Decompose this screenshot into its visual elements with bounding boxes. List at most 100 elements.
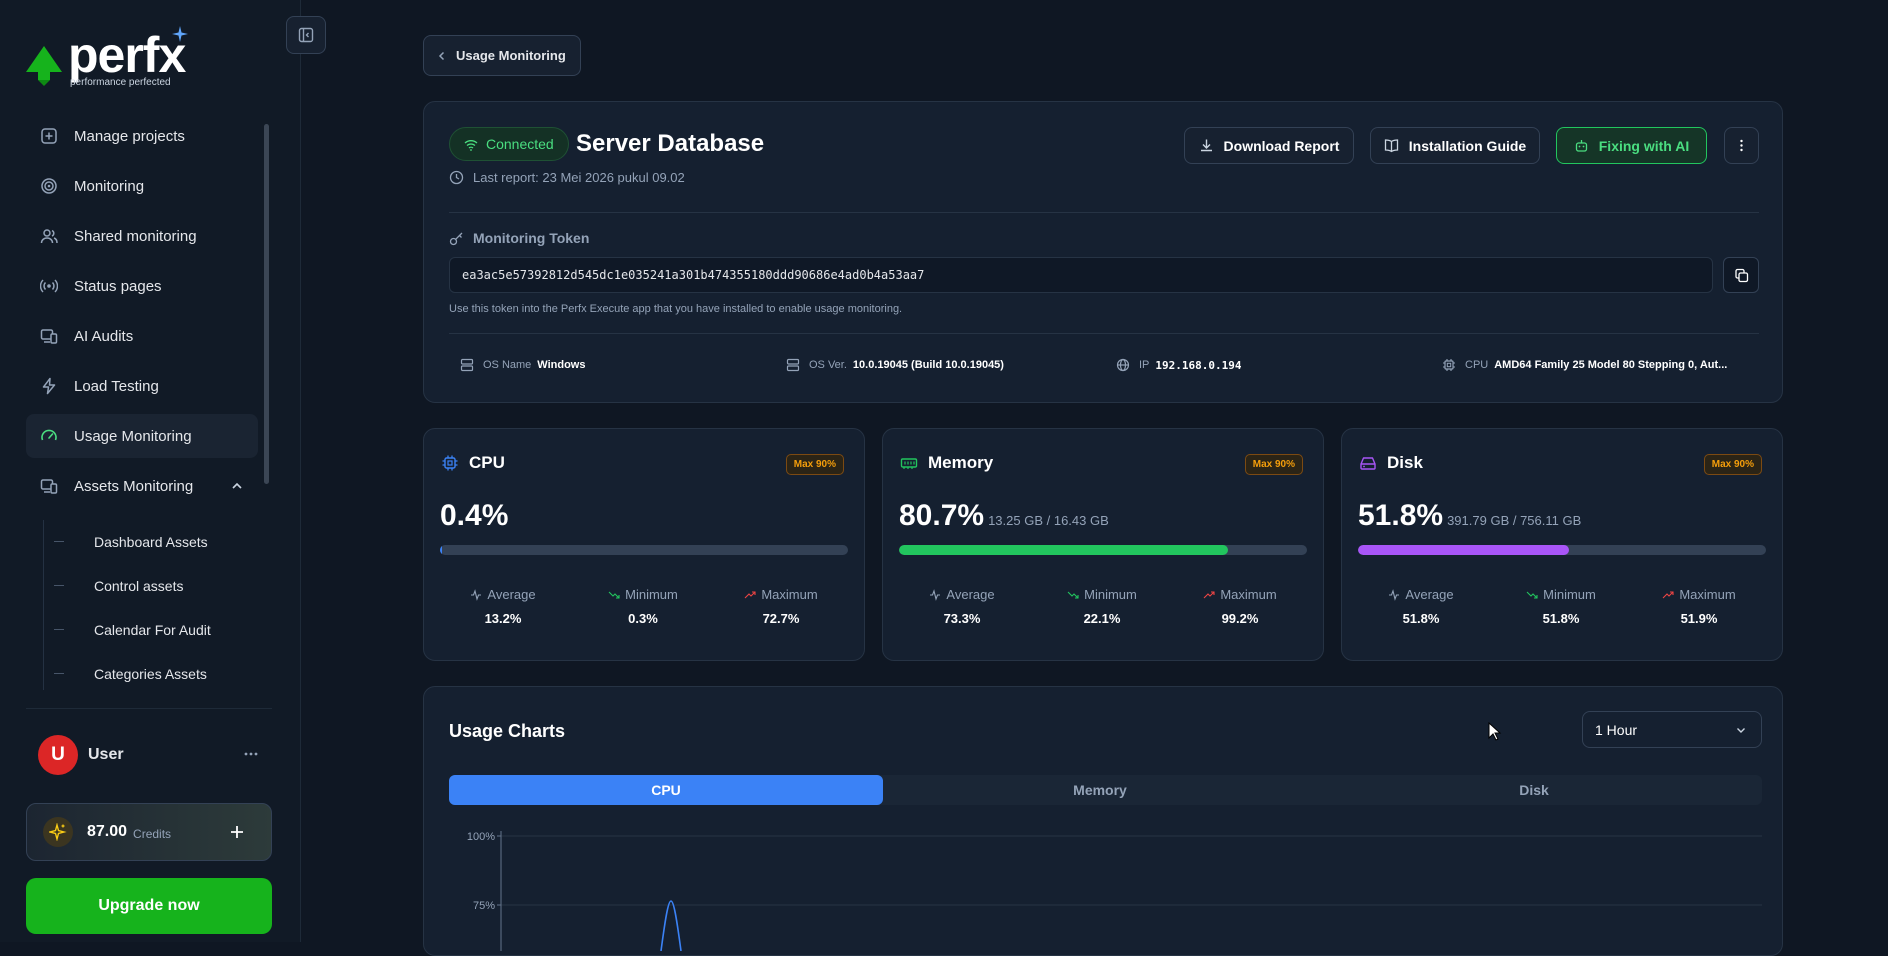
robot-icon — [1575, 140, 1587, 152]
tab-memory[interactable]: Memory — [1073, 782, 1127, 798]
metric-title: Memory — [900, 453, 993, 473]
threshold-badge: Max 90% — [785, 454, 844, 475]
activity-icon — [1389, 588, 1400, 601]
sidebar-subitem-categories-assets[interactable]: Categories Assets — [26, 652, 258, 696]
sidebar-subitem-dashboard-assets[interactable]: Dashboard Assets — [26, 520, 258, 564]
monitoring-token-label: Monitoring Token — [449, 230, 589, 246]
sidebar-item-load-testing[interactable]: Load Testing — [26, 364, 258, 408]
fixing-with-ai-button[interactable]: Fixing with AI — [1556, 127, 1707, 164]
stat-maximum: Maximum 99.2% — [1185, 587, 1295, 626]
stat-label: Maximum — [761, 587, 818, 602]
stat-label: Maximum — [1220, 587, 1277, 602]
stat-value: 72.7% — [762, 611, 800, 626]
mouse-cursor-icon — [1488, 722, 1502, 741]
sidebar-item-label: Status pages — [74, 277, 162, 295]
cpu-value: AMD64 Family 25 Model 80 Stepping 0, Aut… — [1494, 359, 1728, 371]
metric-value: 51.8% 391.79 GB / 756.11 GB — [1358, 499, 1581, 533]
chevron-up-icon[interactable] — [230, 479, 244, 493]
memory-icon — [900, 458, 918, 469]
sidebar-item-manage-projects[interactable]: Manage projects — [26, 114, 258, 158]
cpu-label: CPU — [1465, 359, 1489, 371]
sidebar-item-monitoring[interactable]: Monitoring — [26, 164, 258, 208]
usage-progress-fill — [899, 545, 1229, 555]
metric-value: 80.7% 13.25 GB / 16.43 GB — [899, 499, 1109, 533]
subitem-label: Control assets — [94, 578, 184, 594]
sidebar-item-assets-monitoring[interactable]: Assets Monitoring — [26, 464, 258, 508]
trending-up-icon — [1203, 590, 1215, 598]
stat-value: 0.3% — [628, 611, 658, 626]
stat-average: Average 73.3% — [907, 587, 1017, 626]
sidebar: perfx performance perfected Manage proje… — [0, 0, 301, 942]
credits-panel: 87.00 Credits — [26, 803, 272, 861]
add-credits-icon[interactable] — [229, 824, 245, 840]
stat-value: 51.8% — [1542, 611, 1580, 626]
sparkle-icon — [172, 26, 188, 42]
time-range-select[interactable]: 1 Hour — [1582, 711, 1762, 748]
metric-percent: 80.7% — [899, 499, 985, 532]
sidebar-scrollbar[interactable] — [264, 124, 269, 484]
chart-tabs: CPU Memory Disk — [449, 775, 1762, 805]
sparkles-icon — [43, 817, 73, 847]
sidebar-item-status-pages[interactable]: Status pages — [26, 264, 258, 308]
plus-square-icon — [41, 128, 57, 144]
user-name: User — [88, 746, 124, 763]
more-options-button[interactable] — [1724, 127, 1759, 164]
subitem-label: Calendar For Audit — [94, 622, 211, 638]
sidebar-subitem-calendar-for-audit[interactable]: Calendar For Audit — [26, 608, 258, 652]
back-button[interactable]: Usage Monitoring — [423, 35, 581, 76]
stat-value: 22.1% — [1083, 611, 1121, 626]
divider — [449, 212, 1759, 213]
user-profile[interactable]: U User — [38, 735, 268, 775]
sidebar-item-label: Manage projects — [74, 127, 185, 145]
stat-value: 73.3% — [943, 611, 981, 626]
installation-guide-button[interactable]: Installation Guide — [1370, 127, 1540, 164]
sidebar-nav: Manage projects Monitoring Shared monito… — [26, 114, 258, 514]
stat-label: Minimum — [1543, 587, 1596, 602]
page-title: Server Database — [576, 130, 765, 157]
trending-down-icon — [1067, 591, 1079, 599]
stat-label: Average — [487, 587, 536, 602]
tab-cpu[interactable]: CPU — [449, 775, 883, 805]
back-button-label: Usage Monitoring — [456, 48, 566, 63]
os-ver-label: OS Ver. — [809, 359, 847, 371]
info-os-name: OS Name Windows — [460, 358, 585, 372]
cpu-series-line — [660, 900, 682, 951]
stat-label: Minimum — [1084, 587, 1137, 602]
monitoring-token-field[interactable]: ea3ac5e57392812d545dc1e035241a301b474355… — [449, 257, 1713, 293]
server-card: Connected Server Database Last report: 2… — [423, 101, 1783, 403]
sidebar-item-shared-monitoring[interactable]: Shared monitoring — [26, 214, 258, 258]
more-vertical-icon — [1740, 139, 1743, 152]
logo-arrow-icon — [26, 46, 62, 86]
activity-icon — [471, 588, 482, 601]
sidebar-item-ai-audits[interactable]: AI Audits — [26, 314, 258, 358]
stat-label: Average — [946, 587, 995, 602]
perfx-logo[interactable]: perfx performance perfected — [24, 26, 204, 92]
sidebar-item-label: AI Audits — [74, 327, 134, 345]
cpu-icon — [442, 455, 458, 471]
upgrade-button[interactable]: Upgrade now — [26, 878, 272, 934]
last-report-text: Last report: 23 Mei 2026 pukul 09.02 — [473, 170, 685, 185]
cpu-usage-chart: 100% 75% — [467, 831, 1762, 951]
sidebar-item-usage-monitoring[interactable]: Usage Monitoring — [26, 414, 258, 458]
submenu-guide-line — [43, 520, 44, 690]
logo-wordmark: perfx — [68, 27, 186, 83]
avatar: U — [38, 735, 78, 775]
book-open-icon — [1384, 139, 1398, 153]
metric-name: Disk — [1387, 453, 1423, 472]
copy-token-button[interactable] — [1723, 257, 1759, 293]
y-tick-label: 100% — [467, 831, 495, 843]
download-report-button[interactable]: Download Report — [1184, 127, 1354, 164]
metric-percent: 0.4% — [440, 499, 509, 532]
globe-icon — [1116, 358, 1130, 372]
threshold-badge: Max 90% — [1244, 454, 1303, 475]
tab-disk[interactable]: Disk — [1519, 782, 1549, 798]
y-tick-label: 75% — [473, 900, 495, 912]
sidebar-subitem-control-assets[interactable]: Control assets — [26, 564, 258, 608]
status-badge: Connected — [449, 127, 569, 161]
assets-submenu: Dashboard Assets Control assets Calendar… — [26, 520, 258, 696]
ip-value: 192.168.0.194 — [1155, 358, 1242, 372]
more-horizontal-icon[interactable] — [242, 745, 260, 763]
metric-card-memory: Memory Max 90% 80.7% 13.25 GB / 16.43 GB … — [882, 428, 1324, 661]
usage-progress-bar — [1358, 545, 1766, 555]
sidebar-collapse-button[interactable] — [286, 16, 326, 54]
